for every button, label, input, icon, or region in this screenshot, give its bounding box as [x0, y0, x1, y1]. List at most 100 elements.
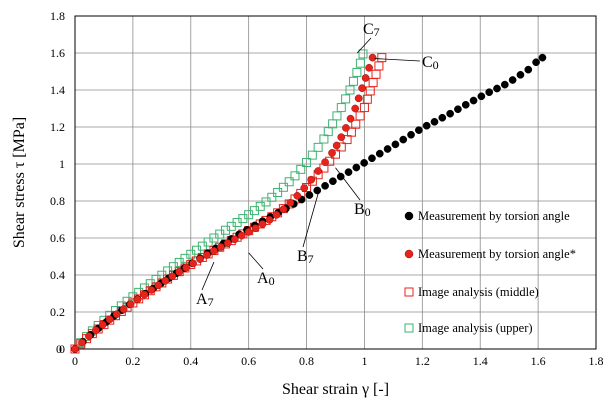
annotation-leader: [201, 261, 215, 291]
annotation-leader: [335, 167, 361, 201]
y-tick-label: 0.8: [50, 194, 65, 208]
data-point: [446, 109, 454, 118]
annotation-leader: [302, 193, 319, 248]
data-point: [352, 163, 361, 172]
y-tick-label: 0.4: [50, 268, 65, 282]
data-point: [341, 94, 351, 104]
data-point: [284, 177, 294, 187]
data-point: [415, 126, 423, 134]
annotation-leader: [356, 37, 372, 54]
data-point: [321, 158, 329, 166]
x-tick-label: 1.2: [415, 354, 430, 368]
x-tick-label: 0.6: [241, 354, 256, 368]
data-point: [391, 140, 400, 149]
data-point: [182, 263, 190, 272]
data-point: [78, 338, 86, 347]
data-point: [377, 53, 387, 63]
x-tick-label: 0.8: [299, 354, 314, 368]
y-tick-label: 1.2: [50, 120, 65, 134]
data-point: [516, 70, 525, 79]
data-point: [454, 105, 462, 114]
data-point: [485, 88, 494, 97]
legend-label-3: Image analysis (middle): [418, 285, 539, 299]
data-point: [230, 235, 239, 244]
legend-entry-3: Image analysis (middle): [404, 285, 539, 299]
data-point: [302, 158, 312, 168]
data-point: [337, 133, 346, 142]
series-2: [71, 53, 377, 353]
annotation-label: C0: [422, 54, 439, 72]
y-tick-label: 0: [56, 342, 62, 356]
data-point: [273, 187, 283, 197]
data-point: [371, 69, 381, 79]
annotation-label: B0: [354, 201, 371, 219]
x-tick-label: 0.4: [183, 354, 198, 368]
legend-marker-3: [404, 287, 414, 297]
tick-labels: 0 0.2 0.4 0.6 0.8 1 1.2 1.4 1.6 1.8 0 0.2 0.4 0.6 0.8 1…: [50, 9, 604, 368]
data-point: [500, 80, 509, 89]
y-axis-title: Shear stress τ [MPa]: [11, 117, 28, 248]
legend-marker-2: [404, 249, 414, 259]
data-point: [469, 96, 478, 105]
y-tick-label: 1: [59, 157, 65, 171]
data-point: [286, 199, 295, 207]
legend-marker-4: [404, 323, 414, 333]
x-tick-label: 1: [361, 354, 367, 368]
data-point: [319, 134, 329, 144]
data-point: [168, 272, 177, 281]
plot-frame: [74, 15, 597, 350]
data-point: [332, 111, 342, 121]
data-point: [251, 224, 260, 233]
y-tick-label: 1.8: [50, 9, 65, 23]
data-point: [126, 300, 135, 309]
annotations: A0 A7 B0 B7 C7 C0: [196, 21, 439, 309]
data-point: [261, 197, 271, 207]
data-point: [328, 149, 336, 157]
data-point: [119, 305, 128, 314]
data-point: [438, 113, 447, 122]
data-point: [314, 167, 322, 175]
data-point: [293, 191, 302, 200]
data-point: [267, 192, 277, 202]
data-point: [358, 84, 366, 93]
data-point: [358, 49, 368, 59]
annotation-leader: [248, 252, 264, 270]
data-point: [307, 175, 316, 184]
x-axis-title: Shear strain γ [-]: [282, 381, 389, 398]
data-point: [85, 332, 93, 341]
data-point: [71, 345, 79, 353]
data-point: [321, 181, 329, 190]
annotation-label: A7: [196, 291, 214, 309]
data-point: [346, 114, 355, 123]
legend-entry-2: Measurement by torsion angle*: [404, 247, 576, 261]
annotation-label: B7: [297, 248, 314, 266]
series-1: [71, 53, 547, 353]
x-tick-label: 1.8: [589, 354, 604, 368]
data-point: [265, 216, 274, 224]
data-point: [508, 76, 517, 84]
data-point: [313, 186, 322, 195]
x-tick-label: 1.6: [531, 354, 546, 368]
data-point: [477, 92, 486, 101]
data-point: [430, 117, 439, 126]
data-point: [98, 320, 107, 329]
data-point: [383, 145, 392, 153]
data-point: [351, 104, 360, 113]
data-point: [112, 310, 121, 319]
x-tick-label: 0: [72, 354, 78, 368]
series-3: [70, 53, 387, 354]
data-point: [375, 149, 384, 158]
data-point: [365, 63, 373, 72]
data-point: [91, 326, 100, 335]
y-tick-label: 1.6: [50, 46, 65, 60]
data-point: [323, 127, 333, 137]
data-point: [217, 243, 225, 251]
data-point: [307, 150, 317, 160]
data-point: [374, 61, 384, 71]
data-point: [344, 168, 353, 176]
data-point: [532, 58, 540, 67]
data-point: [300, 184, 309, 192]
data-point: [422, 121, 431, 130]
data-point: [210, 247, 218, 255]
data-point: [354, 94, 363, 103]
